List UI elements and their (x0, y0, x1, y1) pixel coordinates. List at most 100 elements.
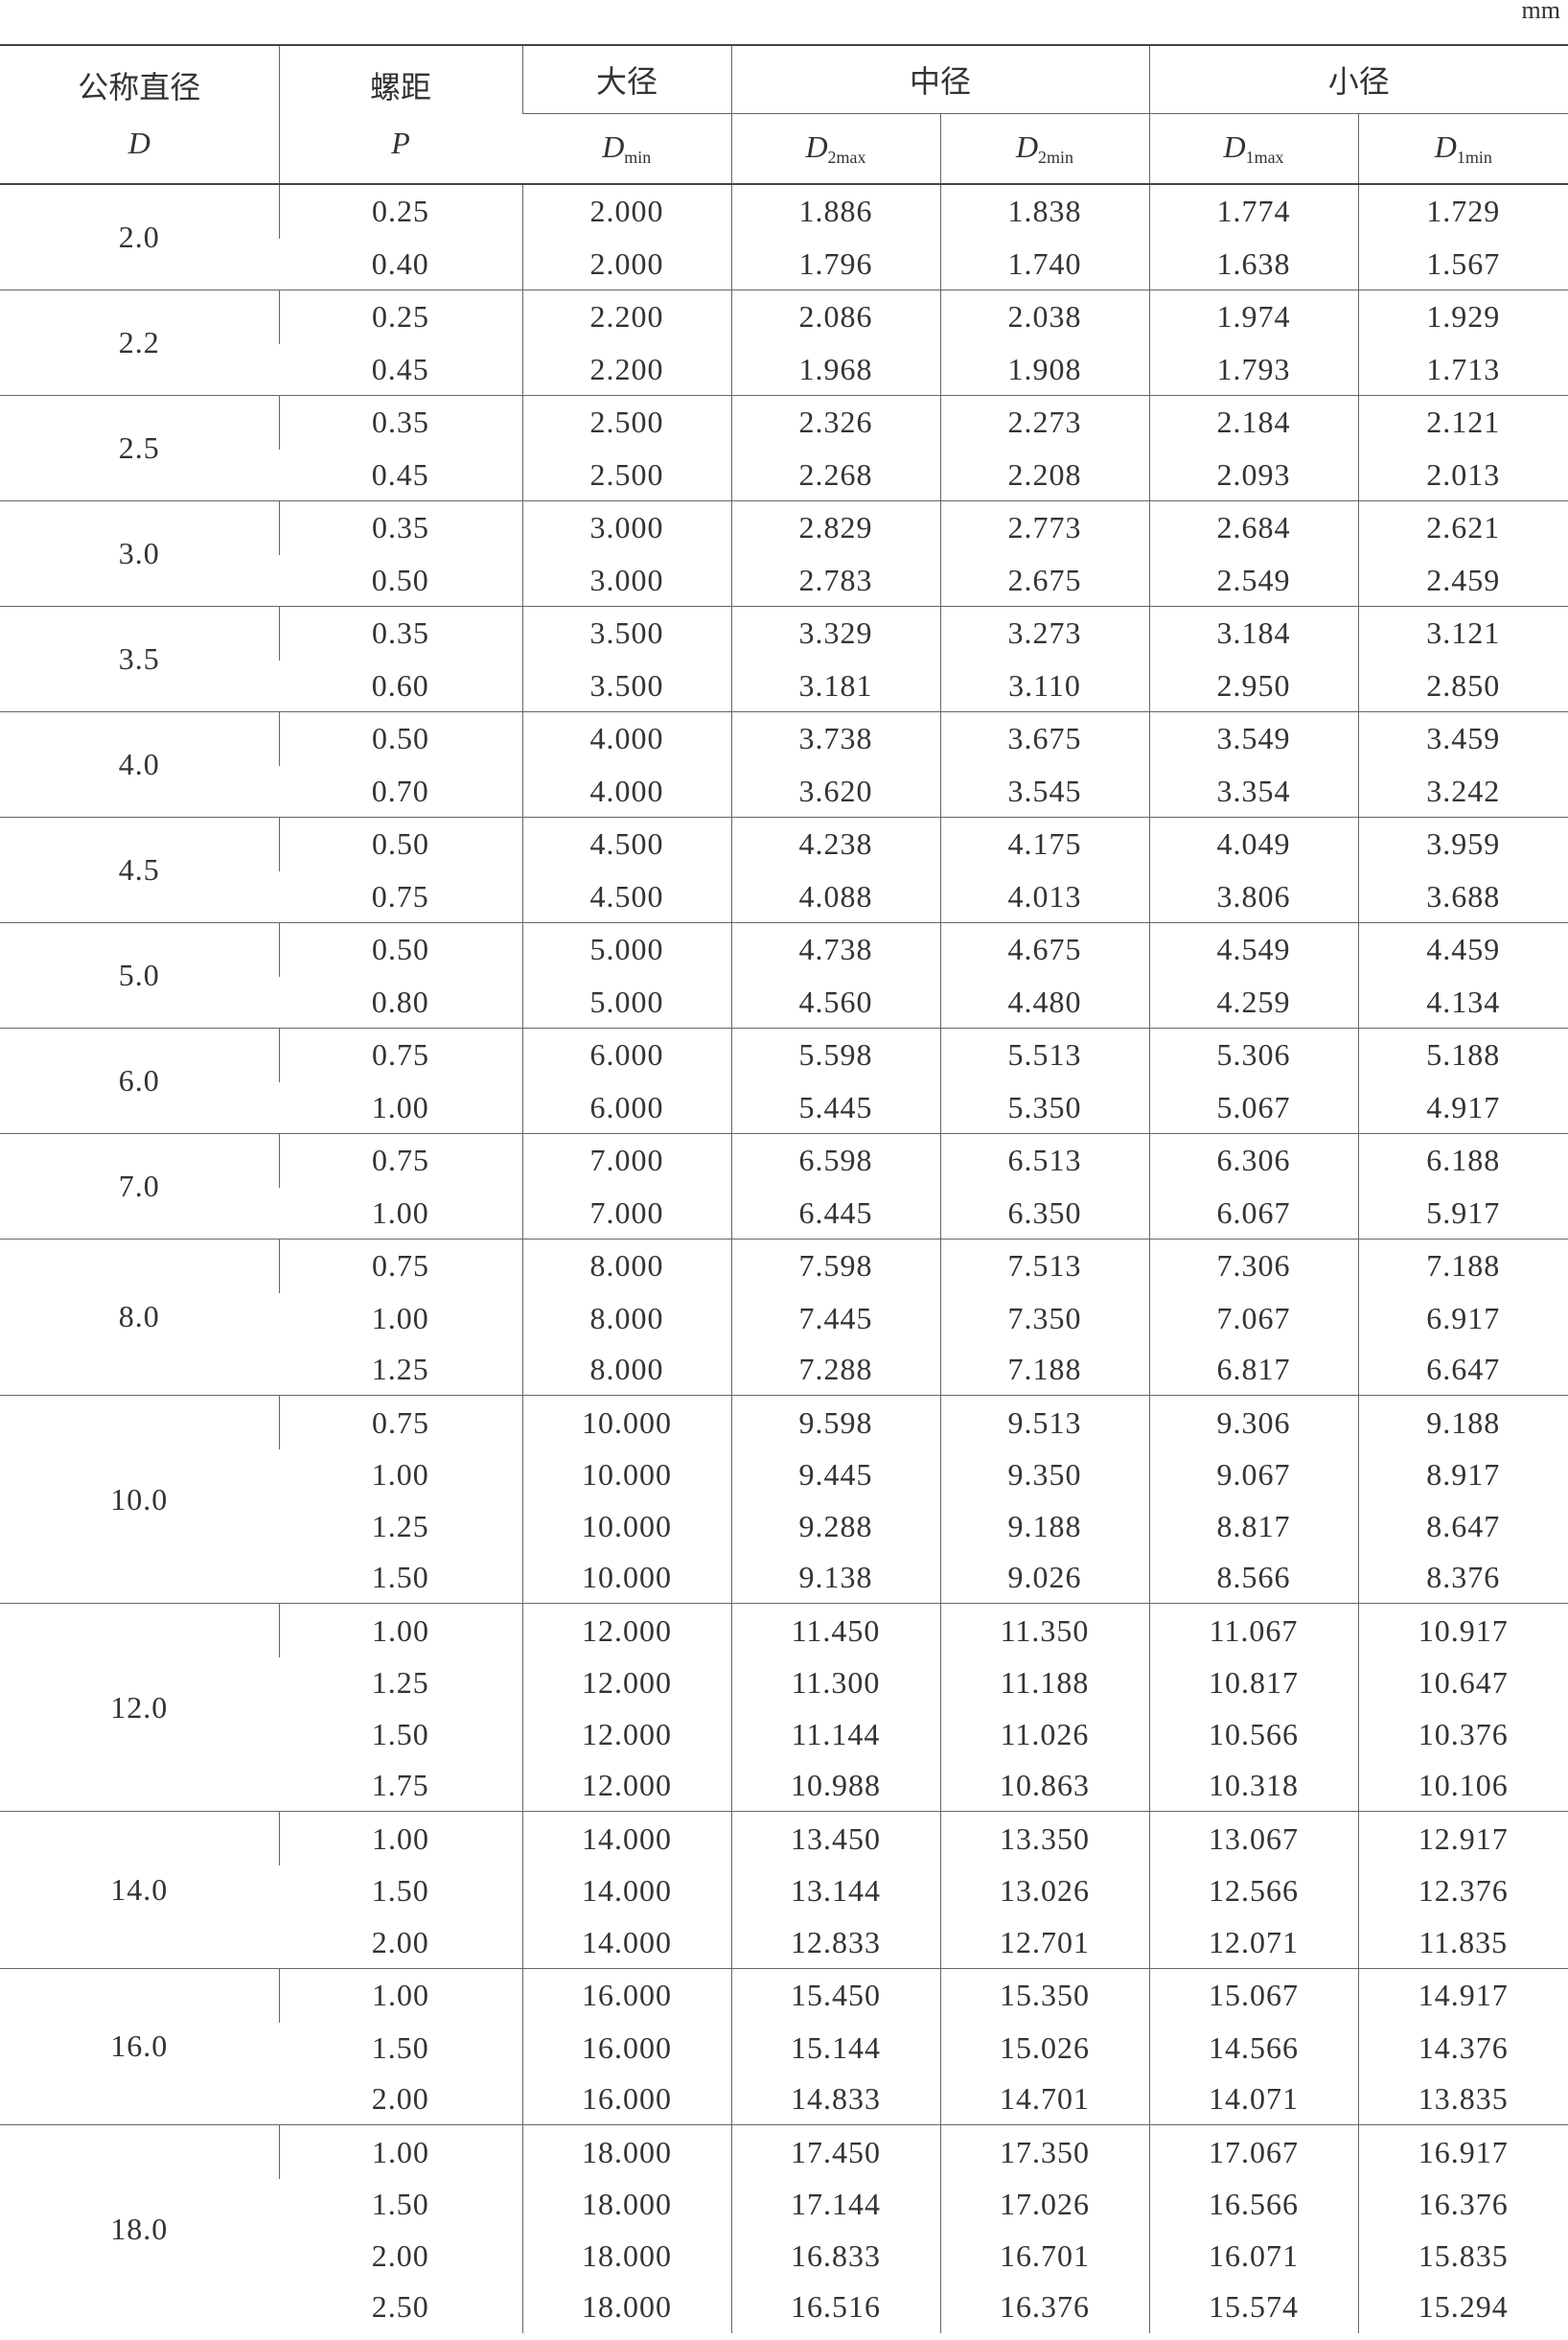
table-row: 1.00 8.000 7.445 7.350 7.067 6.917 (0, 1292, 1568, 1344)
value-cell: 10.988 (730, 1760, 940, 1812)
value-cell: 0.50 (278, 921, 522, 977)
value-cell: 12.000 (521, 1603, 731, 1657)
value-cell: 0.50 (371, 562, 429, 597)
value-cell: 4.088 (730, 870, 940, 922)
value-cell: 2.00 (371, 1924, 429, 1959)
header-subscript: 2max (827, 148, 866, 167)
diameter-cell: 6.0 (0, 1027, 279, 1133)
header-symbol: D (1015, 129, 1039, 164)
value-cell: 13.144 (730, 1865, 940, 1917)
table-row: 3.5 0.35 3.500 3.329 3.273 3.184 3.121 (0, 605, 1568, 711)
value-cell: 4.560 (730, 976, 940, 1028)
value-cell: 1.974 (1148, 289, 1359, 344)
value-cell: 7.513 (939, 1238, 1150, 1293)
value-cell: 8.000 (521, 1238, 731, 1293)
value-cell: 4.238 (730, 816, 940, 871)
diameter-cell: 2.2 (0, 289, 279, 395)
table-row: 0.75 4.500 4.088 4.013 3.806 3.688 (0, 870, 1568, 922)
value-cell: 6.000 (521, 1081, 731, 1133)
value-cell: 12.071 (1148, 1916, 1359, 1968)
value-cell: 2.326 (730, 394, 940, 450)
value-cell: 2.208 (939, 449, 1150, 500)
value-cell: 1.50 (371, 2187, 429, 2222)
value-cell: 3.110 (939, 660, 1150, 711)
value-cell: 6.188 (1357, 1132, 1568, 1188)
diameter-cell: 10.0 (0, 1395, 279, 1604)
table-row: 12.0 1.00 12.000 11.450 11.350 11.067 10.917 (0, 1603, 1568, 1812)
value-cell: 18.000 (521, 2179, 731, 2231)
value-cell: 2.783 (730, 554, 940, 606)
value-cell: 5.067 (1148, 1081, 1359, 1133)
value-cell: 1.968 (730, 343, 940, 395)
value-cell: 2.684 (1148, 499, 1359, 555)
value-cell: 15.294 (1357, 2282, 1568, 2333)
value-cell: 1.886 (730, 183, 940, 239)
value-cell: 1.25 (371, 1508, 429, 1543)
header-text: 公称直径 (78, 69, 201, 104)
value-cell: 4.675 (939, 921, 1150, 977)
value-cell: 0.70 (371, 773, 429, 808)
value-cell: 3.688 (1357, 870, 1568, 922)
value-cell: 4.917 (1357, 1081, 1568, 1133)
value-cell: 15.026 (939, 2022, 1150, 2074)
table-row: 2.0 0.25 2.000 1.886 1.838 1.774 1.729 (0, 183, 1568, 290)
value-cell: 3.181 (730, 660, 940, 711)
value-cell: 5.513 (939, 1027, 1150, 1082)
value-cell: 5.917 (1357, 1187, 1568, 1239)
value-cell: 13.067 (1148, 1811, 1359, 1865)
value-cell: 2.000 (521, 238, 731, 290)
value-cell: 4.049 (1148, 816, 1359, 871)
value-cell: 4.549 (1148, 921, 1359, 977)
diameter-cell: 8.0 (0, 1238, 279, 1396)
value-cell: 0.45 (371, 456, 429, 492)
table-row: 1.50 18.000 17.144 17.026 16.566 16.376 (0, 2179, 1568, 2231)
value-cell: 11.350 (939, 1603, 1150, 1657)
value-cell: 9.513 (939, 1395, 1150, 1449)
diameter-cell: 12.0 (0, 1603, 279, 1812)
value-cell: 16.000 (521, 2074, 731, 2125)
value-cell: 11.144 (730, 1708, 940, 1760)
value-cell: 3.121 (1357, 605, 1568, 660)
table-row: 8.0 0.75 8.000 7.598 7.513 7.306 7.188 (0, 1238, 1568, 1396)
value-cell: 4.134 (1357, 976, 1568, 1028)
value-cell: 0.75 (278, 1132, 522, 1188)
value-cell: 5.000 (521, 976, 731, 1028)
value-cell: 12.376 (1357, 1865, 1568, 1917)
value-cell: 1.00 (278, 2124, 522, 2179)
value-cell: 6.598 (730, 1132, 940, 1188)
value-cell: 1.00 (371, 1194, 429, 1230)
table-row: 1.25 10.000 9.288 9.188 8.817 8.647 (0, 1500, 1568, 1552)
value-cell: 7.188 (1357, 1238, 1568, 1293)
value-cell: 2.086 (730, 289, 940, 344)
value-cell: 16.071 (1148, 2230, 1359, 2282)
value-cell: 2.038 (939, 289, 1150, 344)
value-cell: 14.000 (521, 1811, 731, 1865)
value-cell: 0.35 (278, 394, 522, 450)
value-cell: 2.00 (371, 2081, 429, 2116)
value-cell: 12.917 (1357, 1811, 1568, 1865)
value-cell: 18.000 (521, 2282, 731, 2333)
value-cell: 1.00 (278, 1603, 522, 1657)
value-cell: 2.50 (371, 2289, 429, 2325)
value-cell: 4.480 (939, 976, 1150, 1028)
value-cell: 10.000 (521, 1500, 731, 1552)
value-cell: 7.288 (730, 1344, 940, 1396)
value-cell: 2.200 (521, 343, 731, 395)
table-row: 0.50 3.000 2.783 2.675 2.549 2.459 (0, 554, 1568, 606)
table-row: 1.50 14.000 13.144 13.026 12.566 12.376 (0, 1865, 1568, 1917)
value-cell: 4.000 (521, 765, 731, 817)
sub-header-cell: D2min (939, 113, 1150, 185)
value-cell: 9.306 (1148, 1395, 1359, 1449)
value-cell: 4.459 (1357, 921, 1568, 977)
value-cell: 6.000 (521, 1027, 731, 1082)
value-cell: 1.929 (1357, 289, 1568, 344)
value-cell: 3.500 (521, 660, 731, 711)
table-row: 18.0 1.00 18.000 17.450 17.350 17.067 16.917 (0, 2124, 1568, 2333)
value-cell: 2.459 (1357, 554, 1568, 606)
value-cell: 12.000 (521, 1708, 731, 1760)
value-cell: 1.25 (371, 1352, 429, 1386)
value-cell: 3.242 (1357, 765, 1568, 817)
header-symbol: P (391, 125, 410, 160)
value-cell: 11.835 (1357, 1916, 1568, 1968)
value-cell: 1.00 (371, 1089, 429, 1124)
